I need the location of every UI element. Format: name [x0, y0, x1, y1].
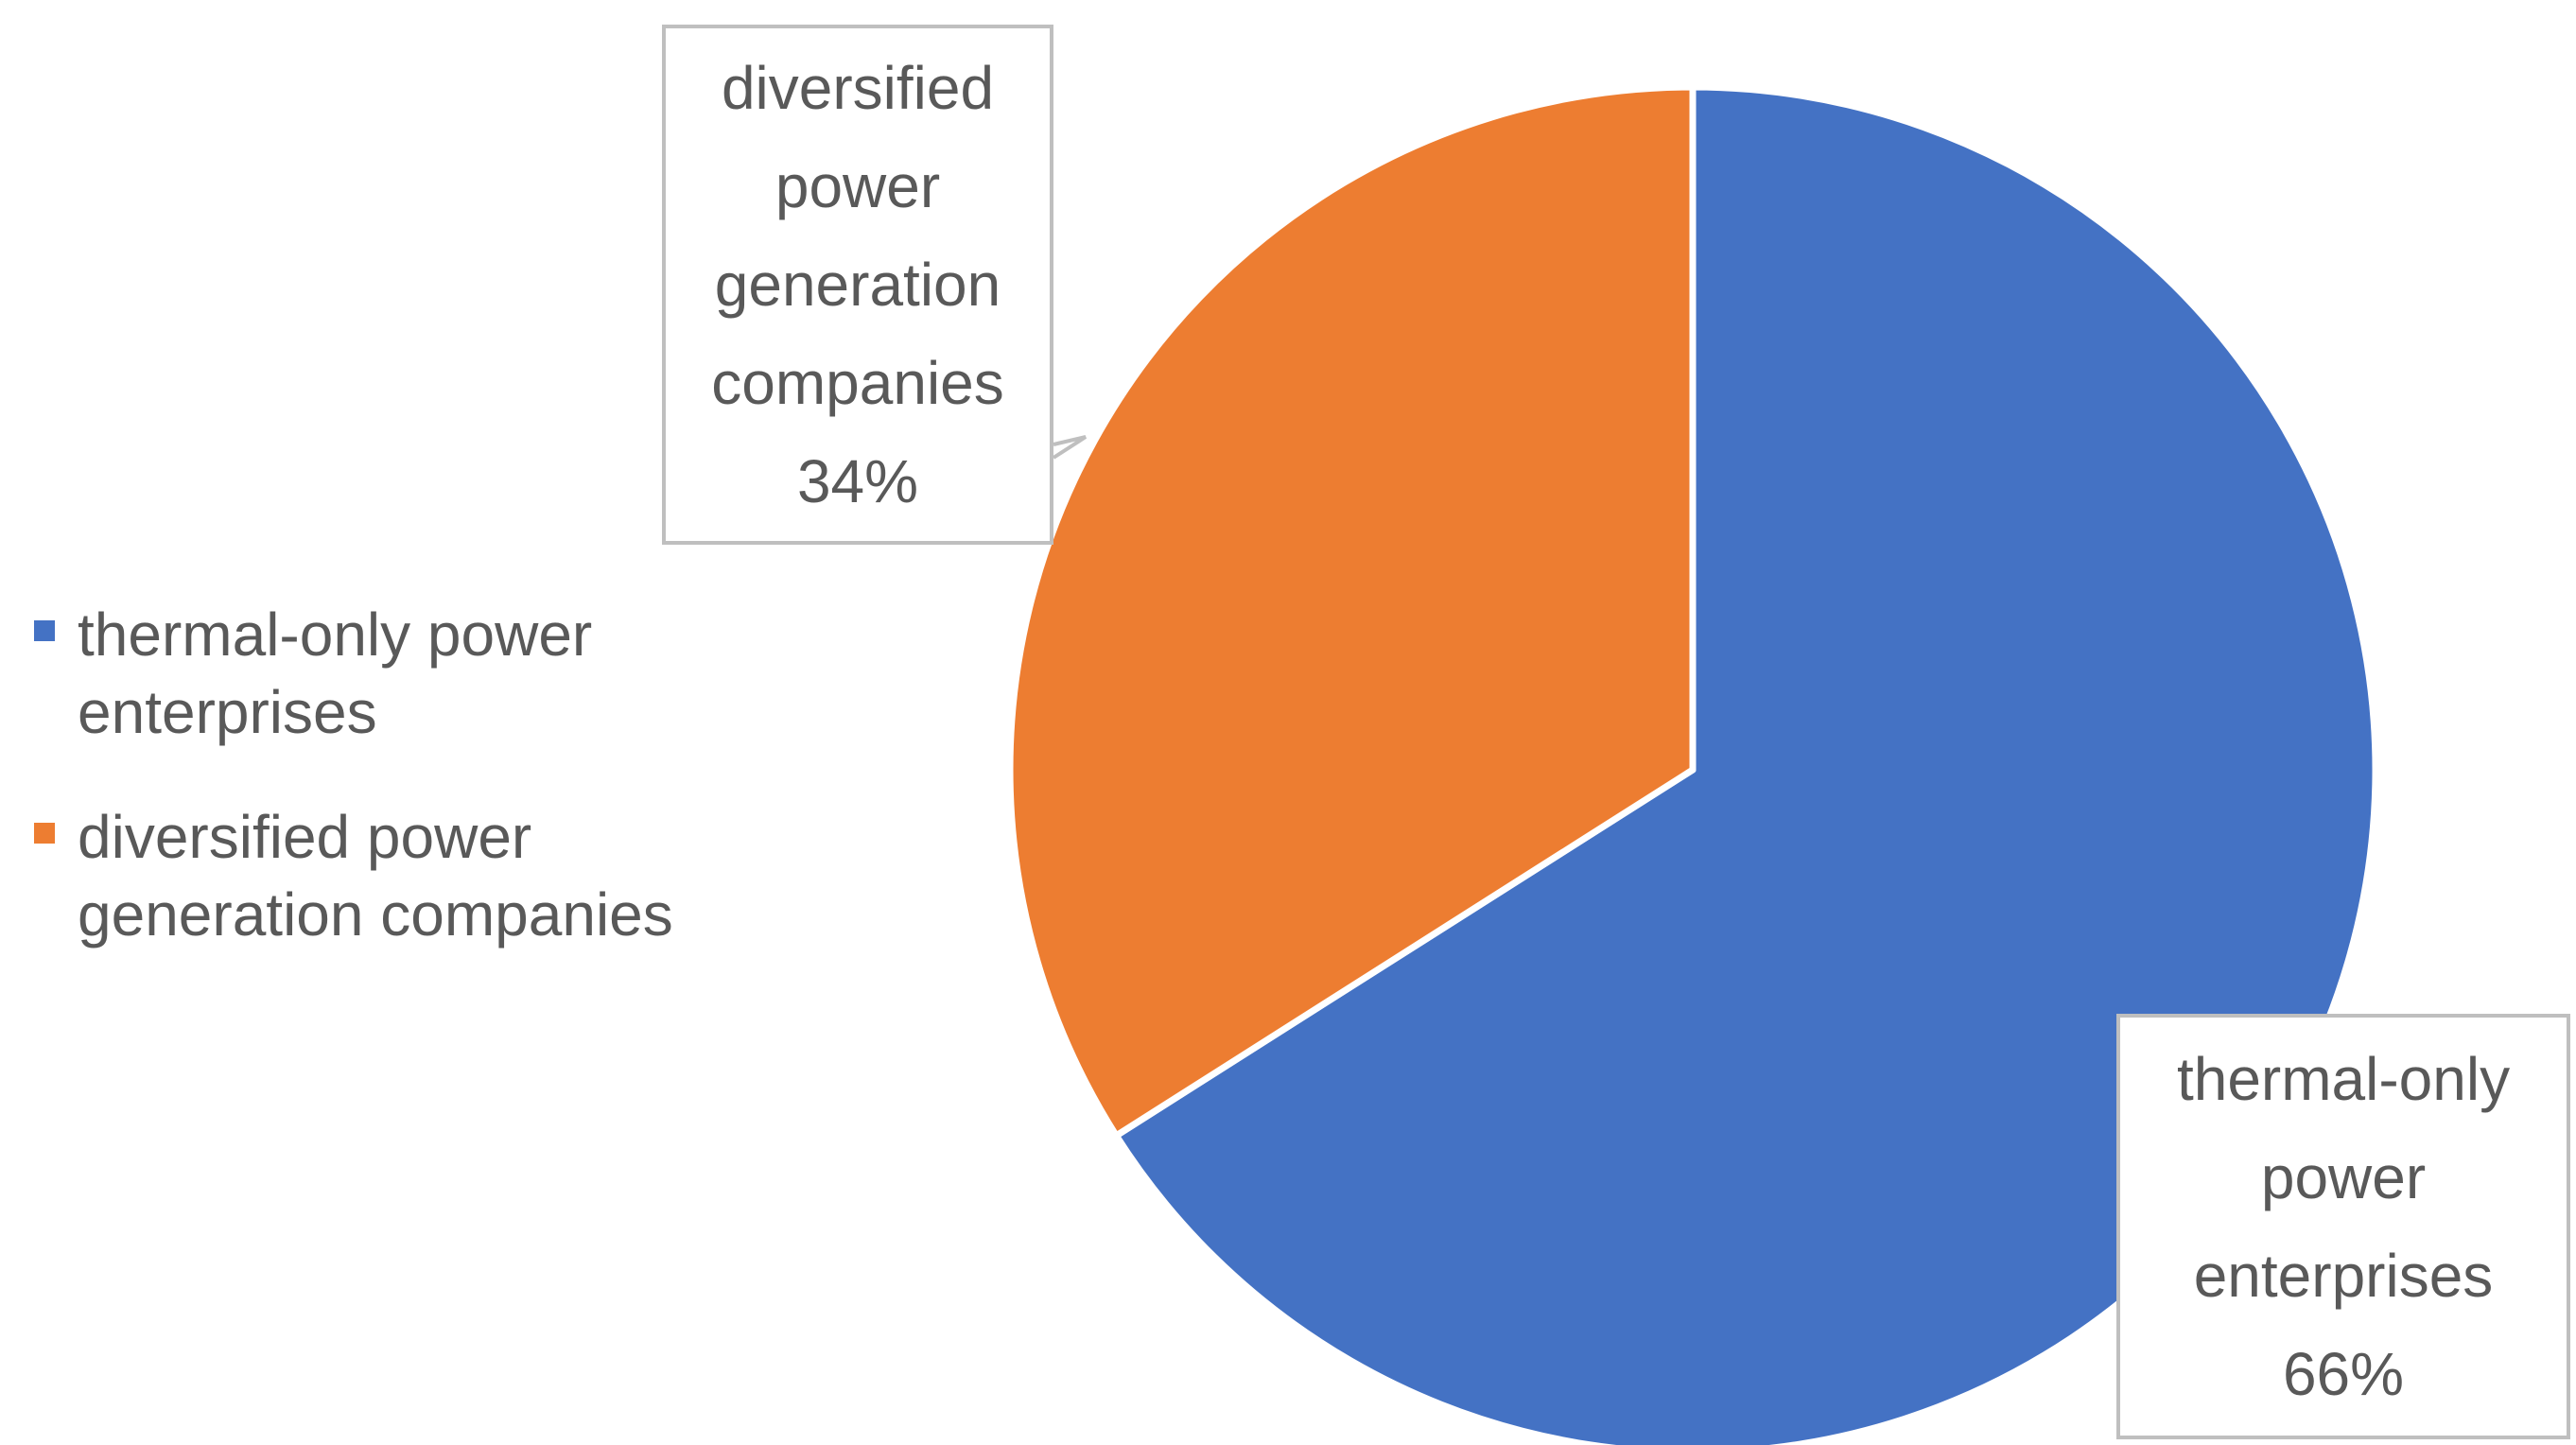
leader-line-diversified	[1052, 435, 1088, 460]
legend: thermal-only power enterprises diversifi…	[34, 596, 791, 1001]
data-label-diversified: diversified power generation companies 3…	[662, 25, 1053, 545]
data-label-diversified-percent: 34%	[796, 447, 919, 515]
data-label-thermal: thermal-only power enterprises 66%	[2116, 1014, 2570, 1439]
legend-item-diversified: diversified power generation companies	[34, 798, 791, 953]
pie-slice-diversified	[1006, 83, 1697, 1140]
legend-label-thermal: thermal-only power enterprises	[78, 601, 593, 746]
data-label-diversified-text: diversified power generation companies	[711, 54, 1004, 417]
pie-slices	[1006, 83, 2379, 1445]
data-label-thermal-text: thermal-only power enterprises	[2176, 1045, 2511, 1310]
legend-item-thermal: thermal-only power enterprises	[34, 596, 791, 751]
legend-swatch-diversified	[34, 823, 55, 844]
data-label-thermal-percent: 66%	[2282, 1340, 2405, 1408]
legend-swatch-thermal	[34, 620, 55, 641]
legend-label-diversified: diversified power generation companies	[78, 803, 673, 949]
